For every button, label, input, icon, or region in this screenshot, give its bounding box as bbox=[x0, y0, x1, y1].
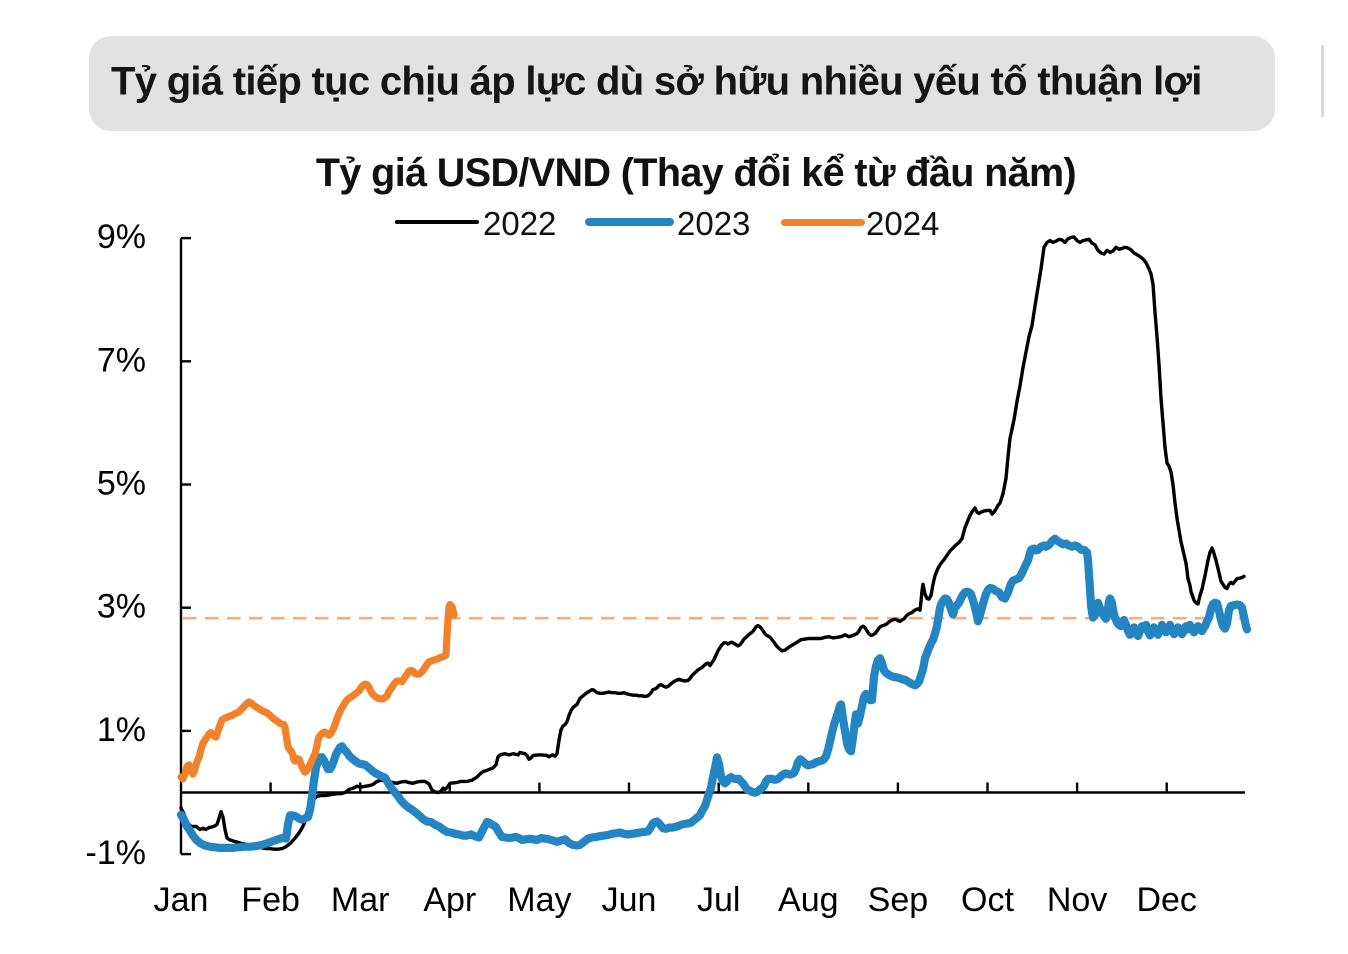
svg-text:Oct: Oct bbox=[961, 881, 1014, 919]
svg-text:Jul: Jul bbox=[697, 881, 740, 919]
svg-text:Feb: Feb bbox=[241, 881, 300, 919]
svg-text:Jan: Jan bbox=[154, 881, 209, 919]
svg-text:May: May bbox=[507, 881, 571, 919]
svg-text:5%: 5% bbox=[97, 464, 146, 502]
svg-text:-1%: -1% bbox=[86, 834, 146, 872]
svg-text:7%: 7% bbox=[97, 341, 146, 379]
svg-text:Sep: Sep bbox=[868, 881, 929, 919]
svg-text:Dec: Dec bbox=[1136, 881, 1196, 919]
svg-text:Nov: Nov bbox=[1047, 881, 1107, 919]
svg-text:Mar: Mar bbox=[331, 881, 390, 919]
svg-text:3%: 3% bbox=[97, 588, 146, 626]
svg-text:Aug: Aug bbox=[778, 881, 839, 919]
svg-text:Jun: Jun bbox=[602, 881, 657, 919]
svg-text:9%: 9% bbox=[97, 218, 146, 256]
svg-text:1%: 1% bbox=[97, 711, 146, 749]
svg-text:Apr: Apr bbox=[423, 881, 476, 919]
